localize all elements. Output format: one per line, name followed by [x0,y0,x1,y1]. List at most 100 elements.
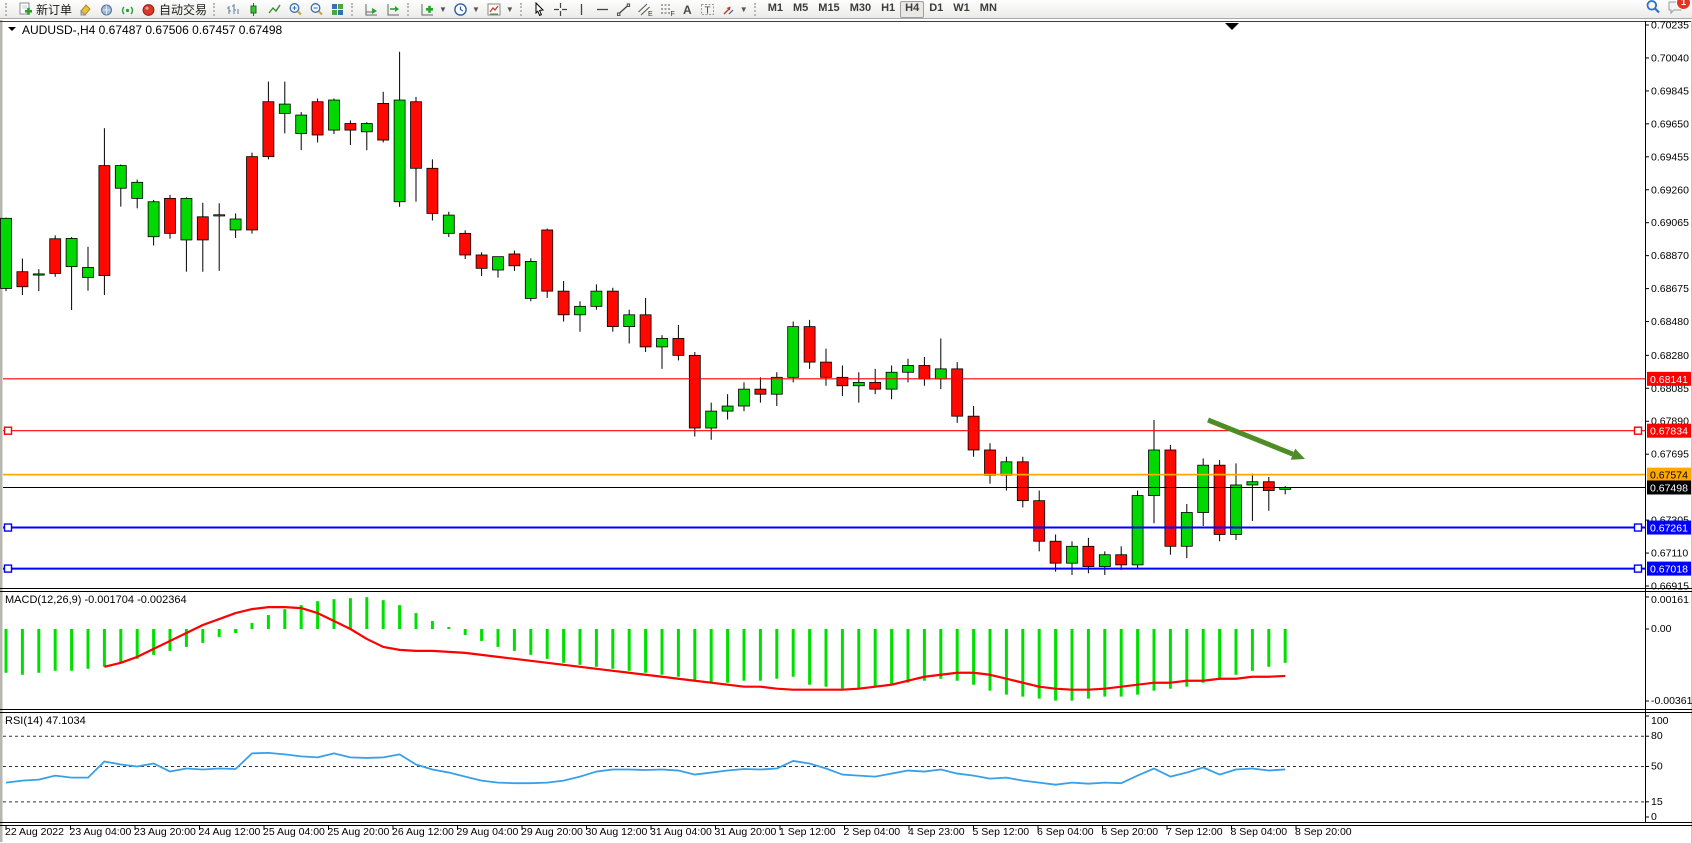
periods-button[interactable]: ▼ [450,1,483,18]
bull-candle [442,214,455,234]
horizontal-line-button[interactable] [592,1,613,18]
main-toolbar: 新订单 自动交易 ▼ ▼ ▼ E F A T ▼ M1 M5 M15 M30 H1 H4 D1 W1 MN 1 [0,0,1692,19]
rsi-line [5,751,1286,786]
tile-windows-button[interactable] [327,1,348,18]
hline-0.67574[interactable]: 0.67574 [3,467,1691,482]
timeframe-h4-button[interactable]: H4 [900,0,925,18]
zoom-out-button[interactable] [306,1,327,18]
line-chart-button[interactable] [264,1,285,18]
line-handle[interactable] [1633,564,1643,573]
bear-candle [754,388,767,395]
chart-menu-icon[interactable] [8,27,16,31]
price-tick-label: 0.67110 [1651,548,1688,560]
chevron-down-icon[interactable]: ▼ [471,4,480,14]
styler-button[interactable] [75,1,96,18]
arrows-button[interactable]: ▼ [718,1,751,18]
timeframe-m15-button[interactable]: M15 [818,1,840,14]
price-tick-label: 0.69845 [1651,85,1689,97]
line-handle[interactable] [3,426,13,435]
line-handle[interactable] [1633,426,1643,435]
line-handle[interactable] [3,564,13,573]
bar-chart-button[interactable] [222,1,243,18]
date-label: 4 Sep 23:00 [908,826,965,838]
hline-0.67261[interactable]: 0.67261 [3,520,1691,535]
templates-button[interactable]: ▼ [483,1,517,18]
chart-canvas[interactable] [3,22,1645,588]
date-label: 24 Aug 12:00 [199,826,261,838]
chevron-down-icon[interactable]: ▼ [505,4,514,14]
bear-candle [1033,500,1046,542]
bull-candle [278,103,291,114]
text-label-button[interactable]: T [697,1,718,18]
toolbar-group-grip [519,2,525,16]
zoom-in-button[interactable] [285,1,306,18]
rsi-axis-label: 15 [1651,796,1663,808]
search-button[interactable] [1645,0,1661,20]
arrows-icon [723,6,734,14]
publisher-button[interactable] [96,1,117,18]
zoom-in-icon [289,2,302,15]
indicators-button[interactable]: ▼ [416,1,450,18]
panel-splitter-main-macd[interactable] [0,588,1692,592]
trendline-button[interactable] [613,1,634,18]
panel-splitter-macd-rsi[interactable] [0,709,1692,713]
timeframe-mn-button[interactable]: MN [979,1,997,14]
hline-0.67018[interactable]: 0.67018 [3,561,1691,576]
price-badge [1647,561,1691,576]
bull-candle [492,256,504,271]
crosshair-button[interactable] [550,1,571,18]
bull-candle [787,326,800,378]
price-tick-label: 0.70040 [1651,52,1689,64]
timeframe-m30-button[interactable]: M30 [849,1,872,14]
line-handle[interactable] [1633,523,1643,532]
candle-chart-button[interactable] [243,1,264,18]
panel-splitter-rsi-dates[interactable] [0,822,1692,826]
bull-candle [32,273,45,276]
timeframe-m5-button[interactable]: M5 [793,1,809,14]
date-label: 25 Aug 20:00 [328,826,390,838]
bull-candle [721,405,734,412]
timeframe-m1-button[interactable]: M1 [767,1,783,14]
price-tick-label: 0.69650 [1651,118,1689,130]
hline-0.67834[interactable]: 0.67834 [3,423,1691,438]
bull-candle [590,290,603,307]
bear-candle [426,167,439,214]
price-tick-label: 0.68280 [1651,350,1689,362]
chevron-down-icon[interactable]: ▼ [739,4,748,14]
date-label: 25 Aug 04:00 [263,826,325,838]
notifications-button[interactable]: 1 [1667,0,1691,20]
timeframe-d1-button[interactable]: D1 [929,1,944,14]
current-price-badge [1647,480,1691,495]
channel-button[interactable]: E [634,1,656,18]
chevron-down-icon[interactable]: ▼ [439,4,447,14]
date-axis[interactable]: 22 Aug 2022 23 Aug 04:00 23 Aug 20:00 24 Au… [5,826,1352,838]
macd-axis-label: -0.003619 [1651,695,1692,707]
timeframe-w1-button[interactable]: W1 [953,1,970,14]
fibonacci-button[interactable]: F [656,1,678,18]
hline-0.68141[interactable]: 0.68141 [3,371,1691,386]
vertical-line-button[interactable] [571,1,592,18]
chart-shift-marker[interactable] [1225,23,1239,30]
bull-candle [852,381,865,387]
bear-candle [1164,449,1177,547]
price-badge-label: 0.67834 [1650,426,1688,438]
new-order-button[interactable]: 新订单 [14,1,75,18]
line-handle[interactable] [3,523,13,532]
auto-scroll-button[interactable] [360,1,382,18]
bear-candle [164,197,176,234]
timeframe-h1-button[interactable]: H1 [881,1,896,14]
paint-icon [80,3,91,16]
bear-candle [98,165,111,276]
trend-arrow[interactable] [1207,417,1305,460]
bull-candle [0,217,12,289]
search-icon [1646,0,1660,13]
cursor-button[interactable] [529,1,550,18]
signals-button[interactable] [117,1,138,18]
bull-candle [1197,464,1210,513]
text-button[interactable]: A [678,1,697,18]
autotrading-button[interactable]: 自动交易 [138,1,210,18]
svg-text:E: E [648,11,653,17]
bear-candle [606,290,619,328]
chart-shift-button[interactable] [382,1,404,18]
